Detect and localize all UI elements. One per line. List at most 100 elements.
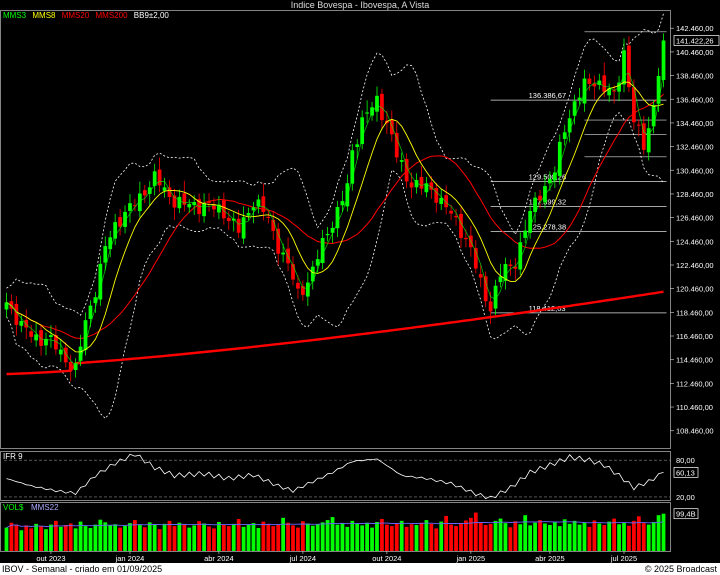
- candle-body: [562, 132, 567, 139]
- volume-bar: [434, 528, 439, 551]
- volume-bar: [261, 521, 266, 551]
- candle-body: [212, 204, 216, 210]
- candle-body: [627, 45, 631, 88]
- candle-body: [360, 117, 365, 145]
- volume-bar: [350, 520, 355, 551]
- candle-body: [340, 201, 345, 206]
- candle-body: [88, 305, 93, 320]
- price-tick-label: 138.460,00: [676, 72, 714, 81]
- ifr-tick-label: 20,00: [676, 493, 695, 502]
- candle-body: [409, 182, 414, 188]
- candle-body: [533, 197, 537, 212]
- x-axis-label: jan 2024: [115, 554, 145, 563]
- legend-mms3[interactable]: MMS3: [3, 11, 27, 20]
- candle-body: [508, 264, 513, 267]
- volume-bar: [518, 524, 523, 551]
- candle-body: [636, 124, 641, 126]
- candle-body: [93, 297, 98, 304]
- candle-body: [488, 301, 493, 312]
- candle-body: [123, 211, 127, 227]
- candle-body: [236, 218, 241, 233]
- volume-bar: [602, 524, 607, 551]
- candle-body: [53, 334, 58, 350]
- price-tick-label: 140.460,00: [676, 48, 714, 57]
- candle-body: [301, 286, 305, 295]
- candle-body: [473, 248, 478, 269]
- volume-bar: [4, 527, 9, 551]
- candle-body: [266, 216, 271, 218]
- candle-body: [177, 196, 182, 209]
- volume-bar: [108, 525, 113, 551]
- volume-bar: [562, 519, 567, 551]
- volume-bar: [468, 517, 473, 551]
- volume-bar: [19, 530, 24, 551]
- candle-body: [503, 264, 508, 281]
- panel-frame-2: [0, 502, 671, 552]
- volume-bar: [172, 526, 177, 551]
- volume-bar: [464, 520, 468, 551]
- candle-body: [202, 203, 206, 217]
- volume-bar: [459, 523, 463, 551]
- mms200-line: [6, 290, 664, 376]
- volume-bar: [49, 524, 53, 551]
- candle-body: [523, 230, 528, 238]
- price-tick-label: 128.460,00: [676, 190, 714, 199]
- candle-body: [128, 203, 132, 211]
- volume-bar: [325, 520, 330, 551]
- candle-body: [226, 217, 231, 222]
- volume-bar: [315, 524, 320, 551]
- candle-body: [518, 242, 523, 270]
- volume-bar: [236, 518, 241, 551]
- candle-body: [118, 217, 122, 227]
- candle-body: [592, 83, 597, 87]
- x-axis-label: abr 2024: [204, 554, 234, 563]
- candle-body: [661, 40, 666, 80]
- candle-body: [389, 119, 394, 135]
- volume-bar: [305, 523, 310, 551]
- volume-bar: [301, 521, 305, 551]
- volume-bar: [88, 528, 93, 551]
- candle-body: [464, 237, 468, 240]
- x-axis-label: jul 2024: [289, 554, 316, 563]
- volume-bar: [167, 520, 172, 551]
- candle-body: [380, 93, 384, 121]
- volume-bar: [226, 526, 231, 551]
- volume-bar: [98, 519, 103, 551]
- volume-bar: [597, 523, 602, 551]
- candle-body: [577, 97, 582, 100]
- volume-bar: [646, 524, 651, 551]
- candle-body: [493, 285, 498, 309]
- candle-body: [221, 200, 226, 219]
- volume-bar: [34, 523, 38, 551]
- candle-body: [73, 363, 78, 371]
- volume-bar: [39, 526, 43, 551]
- volume-bar: [197, 521, 202, 551]
- volume-bar: [187, 527, 192, 551]
- candle-body: [632, 87, 636, 123]
- volume-bar: [207, 526, 211, 551]
- candle-body: [335, 206, 340, 229]
- legend-bollinger[interactable]: BB9±2,00: [133, 11, 169, 20]
- candle-body: [572, 101, 577, 116]
- candle-body: [217, 204, 221, 213]
- ifr-tick-label: 80,00: [676, 456, 695, 465]
- legend-mms20[interactable]: MMS20: [61, 11, 90, 20]
- volume-bar: [449, 524, 453, 551]
- legend-mms200[interactable]: MMS200: [95, 11, 128, 20]
- legend-mms8[interactable]: MMS8: [32, 11, 56, 20]
- volume-bar: [73, 528, 78, 551]
- candle-body: [68, 361, 73, 370]
- candle-body: [419, 177, 424, 189]
- fib-label-1: 129.500,26: [529, 173, 567, 182]
- candle-body: [310, 266, 315, 282]
- candle-body: [4, 302, 9, 310]
- candle-body: [651, 104, 656, 127]
- volume-bar: [137, 524, 142, 551]
- volume-bar: [14, 524, 19, 551]
- chart-canvas[interactable]: 136.386,67 129.500,26 127.399,32 125.278,38…: [0, 0, 720, 563]
- volume-bar: [567, 523, 572, 551]
- candle-body: [187, 203, 192, 208]
- volume-bar: [9, 522, 14, 551]
- volume-bar: [152, 524, 157, 551]
- volume-bar: [528, 525, 533, 551]
